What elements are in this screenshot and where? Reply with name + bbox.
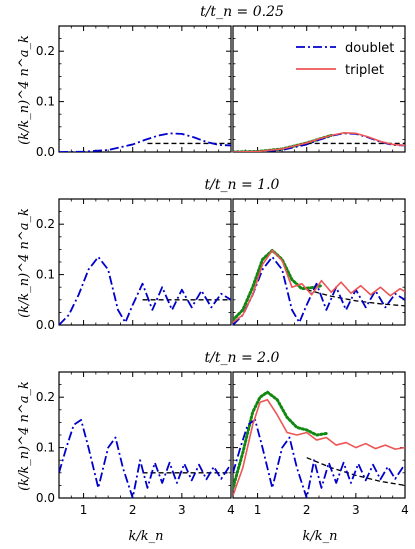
y-axis-label-0: (k/k_n)^4 n^a_k [17,35,32,145]
panel-1-0: 0.0 0.1 0.2 [36,198,232,332]
series-dots [233,390,328,490]
series-doublet [233,256,405,325]
y-tick-label: 0.2 [36,390,55,404]
row-title-2: t/t_n = 2.0 [205,350,280,366]
x-tick-label: 4 [227,503,235,517]
x-axis-label-left: k/k_n [128,529,163,544]
series-triplet [233,132,405,152]
series-doublet [233,132,405,152]
y-tick-label: 0.2 [36,217,55,231]
x-tick-label: 4 [401,503,409,517]
panel-2-1: 1 2 3 4 [232,371,409,517]
row-title-1: t/t_n = 1.0 [205,177,280,193]
x-tick-label: 3 [178,503,186,517]
y-axis-label-2: (k/k_n)^4 n^a_k [17,381,32,491]
x-tick-label: 1 [254,503,262,517]
x-tick-label: 3 [352,503,360,517]
panel-frame [58,25,232,153]
panels: 0.0 0.1 0.2 0.0 0.1 0.2 1 2 3 4 0.0 0.1 0.2 1 2 3 4 [36,25,409,517]
panel-frame [232,198,406,326]
y-tick-label: 0.1 [36,441,55,455]
x-tick-label: 2 [129,503,137,517]
y-tick-label: 0.0 [36,145,55,159]
series-triplet [233,398,405,496]
series-triplet [233,249,405,324]
series-doublet [233,418,405,498]
x-axis-label-right: k/k_n [302,529,337,544]
row-title-0: t/t_n = 0.25 [200,4,284,20]
y-tick-label: 0.1 [36,268,55,282]
y-tick-label: 0.0 [36,318,55,332]
legend-doublet-label: doublet [345,41,394,56]
panel-2-0: 1 2 3 4 0.0 0.1 0.2 [36,371,235,517]
series-doublet [59,256,231,325]
series-doublet [59,132,231,152]
x-tick-label: 1 [80,503,88,517]
y-tick-label: 0.2 [36,44,55,58]
series-reference [306,457,405,487]
panel-1-1 [232,198,406,326]
legend-triplet-label: triplet [345,63,384,78]
y-tick-label: 0.1 [36,95,55,109]
panel-0-1 [232,25,406,153]
series-reference [306,289,405,307]
panel-0-0: 0.0 0.1 0.2 [36,25,232,159]
y-tick-label: 0.0 [36,491,55,505]
panel-frame [58,198,232,326]
x-tick-label: 2 [303,503,311,517]
legend: doublet triplet [296,41,394,78]
y-axis-label-1: (k/k_n)^4 n^a_k [17,208,32,318]
series-doublet [59,418,231,498]
